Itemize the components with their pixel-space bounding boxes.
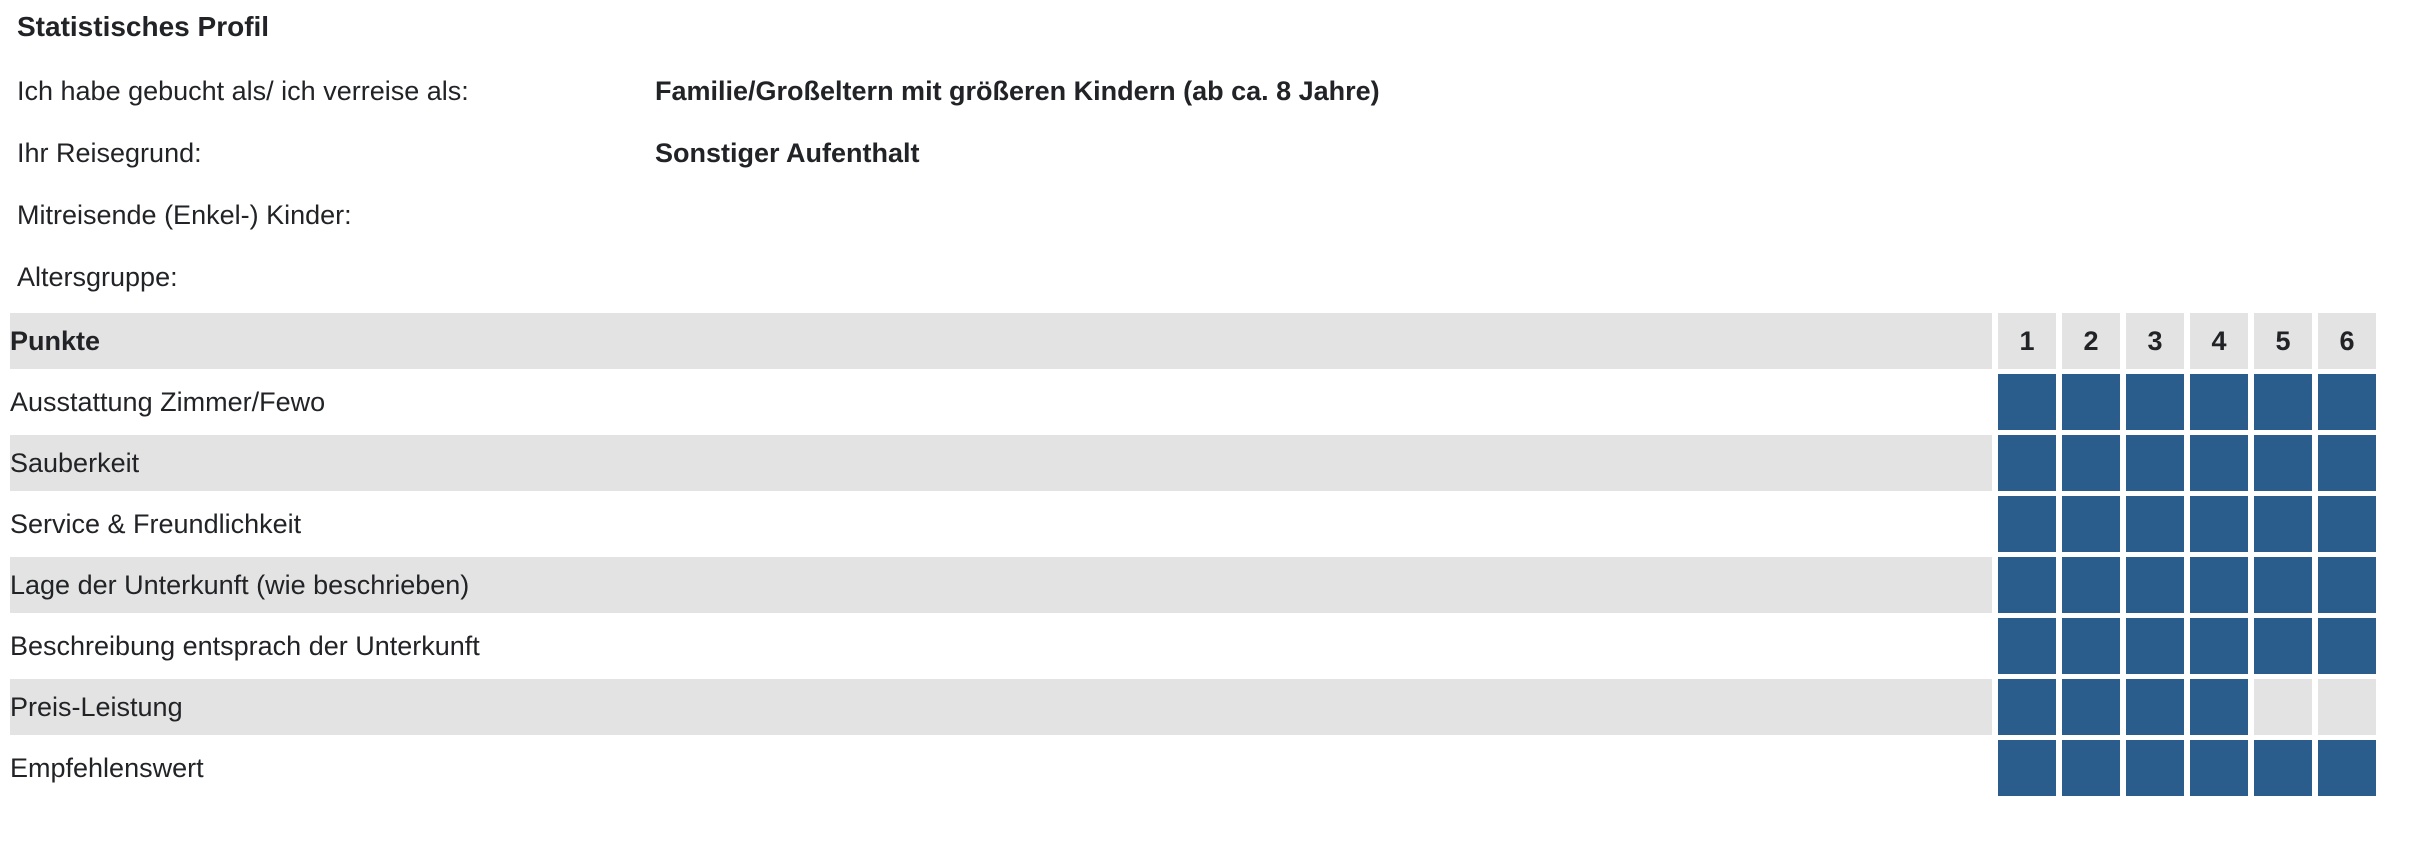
scale-header-5: 5	[2254, 313, 2312, 369]
profile-field-label: Ich habe gebucht als/ ich verreise als:	[17, 75, 469, 106]
rating-cell-2-filled	[2062, 679, 2120, 735]
rating-cell-1-filled	[1998, 435, 2056, 491]
statistical-profile-section: Statistisches Profil Ich habe gebucht al…	[0, 10, 2424, 801]
profile-row: Mitreisende (Enkel-) Kinder:	[0, 184, 2424, 246]
scale-header-3: 3	[2126, 313, 2184, 369]
rating-row-label: Preis-Leistung	[10, 679, 1992, 735]
profile-field-label: Altersgruppe:	[17, 261, 178, 292]
rating-cell-2-filled	[2062, 740, 2120, 796]
rating-cell-1-filled	[1998, 374, 2056, 430]
rating-cell-1-filled	[1998, 740, 2056, 796]
rating-cell-6-filled	[2318, 496, 2376, 552]
rating-cell-5-filled	[2254, 557, 2312, 613]
scale-header-2: 2	[2062, 313, 2120, 369]
profile-row: Ich habe gebucht als/ ich verreise als: F…	[0, 60, 2424, 122]
table-row: Preis-Leistung	[10, 679, 2376, 735]
rating-cell-6-filled	[2318, 374, 2376, 430]
profile-row: Ihr Reisegrund: Sonstiger Aufenthalt	[0, 122, 2424, 184]
scale-header-1: 1	[1998, 313, 2056, 369]
rating-cell-6-filled	[2318, 557, 2376, 613]
rating-cell-4-filled	[2190, 496, 2248, 552]
rating-cell-1-filled	[1998, 618, 2056, 674]
rating-row-label: Ausstattung Zimmer/Fewo	[10, 374, 1992, 430]
rating-cell-3-filled	[2126, 374, 2184, 430]
profile-field-value: Sonstiger Aufenthalt	[655, 137, 920, 168]
profile-field-label: Mitreisende (Enkel-) Kinder:	[17, 199, 352, 230]
table-row: Sauberkeit	[10, 435, 2376, 491]
rating-cell-4-filled	[2190, 618, 2248, 674]
rating-cell-1-filled	[1998, 496, 2056, 552]
table-row: Empfehlenswert	[10, 740, 2376, 796]
profile-field-label: Ihr Reisegrund:	[17, 137, 202, 168]
rating-cell-4-filled	[2190, 435, 2248, 491]
table-row: Lage der Unterkunft (wie beschrieben)	[10, 557, 2376, 613]
rating-cell-3-filled	[2126, 557, 2184, 613]
rating-cell-2-filled	[2062, 618, 2120, 674]
rating-row-label: Service & Freundlichkeit	[10, 496, 1992, 552]
rating-cell-1-filled	[1998, 679, 2056, 735]
profile-info: Ich habe gebucht als/ ich verreise als: F…	[0, 60, 2424, 308]
rating-cell-6-filled	[2318, 618, 2376, 674]
table-row: Service & Freundlichkeit	[10, 496, 2376, 552]
rating-cell-1-filled	[1998, 557, 2056, 613]
rating-cell-4-filled	[2190, 740, 2248, 796]
rating-cell-3-filled	[2126, 435, 2184, 491]
table-row: Beschreibung entsprach der Unterkunft	[10, 618, 2376, 674]
rating-row-label: Empfehlenswert	[10, 740, 1992, 796]
rating-row-label: Beschreibung entsprach der Unterkunft	[10, 618, 1992, 674]
table-row: Ausstattung Zimmer/Fewo	[10, 374, 2376, 430]
rating-cell-3-filled	[2126, 496, 2184, 552]
ratings-header-label: Punkte	[10, 313, 1992, 369]
profile-field-value: Familie/Großeltern mit größeren Kindern …	[655, 75, 1380, 106]
rating-cell-3-filled	[2126, 740, 2184, 796]
rating-cell-6-filled	[2318, 740, 2376, 796]
rating-cell-5-empty	[2254, 679, 2312, 735]
rating-cell-2-filled	[2062, 374, 2120, 430]
rating-cell-5-filled	[2254, 618, 2312, 674]
rating-cell-6-empty	[2318, 679, 2376, 735]
profile-row: Altersgruppe:	[0, 246, 2424, 308]
scale-header-4: 4	[2190, 313, 2248, 369]
rating-cell-2-filled	[2062, 496, 2120, 552]
rating-cell-4-filled	[2190, 679, 2248, 735]
scale-header-6: 6	[2318, 313, 2376, 369]
rating-cell-4-filled	[2190, 557, 2248, 613]
rating-cell-3-filled	[2126, 618, 2184, 674]
rating-cell-2-filled	[2062, 435, 2120, 491]
rating-cell-3-filled	[2126, 679, 2184, 735]
rating-cell-4-filled	[2190, 374, 2248, 430]
rating-cell-6-filled	[2318, 435, 2376, 491]
page-title: Statistisches Profil	[17, 11, 270, 42]
rating-cell-5-filled	[2254, 496, 2312, 552]
rating-cell-5-filled	[2254, 435, 2312, 491]
rating-row-label: Sauberkeit	[10, 435, 1992, 491]
rating-cell-5-filled	[2254, 740, 2312, 796]
rating-cell-2-filled	[2062, 557, 2120, 613]
rating-cell-5-filled	[2254, 374, 2312, 430]
rating-row-label: Lage der Unterkunft (wie beschrieben)	[10, 557, 1992, 613]
